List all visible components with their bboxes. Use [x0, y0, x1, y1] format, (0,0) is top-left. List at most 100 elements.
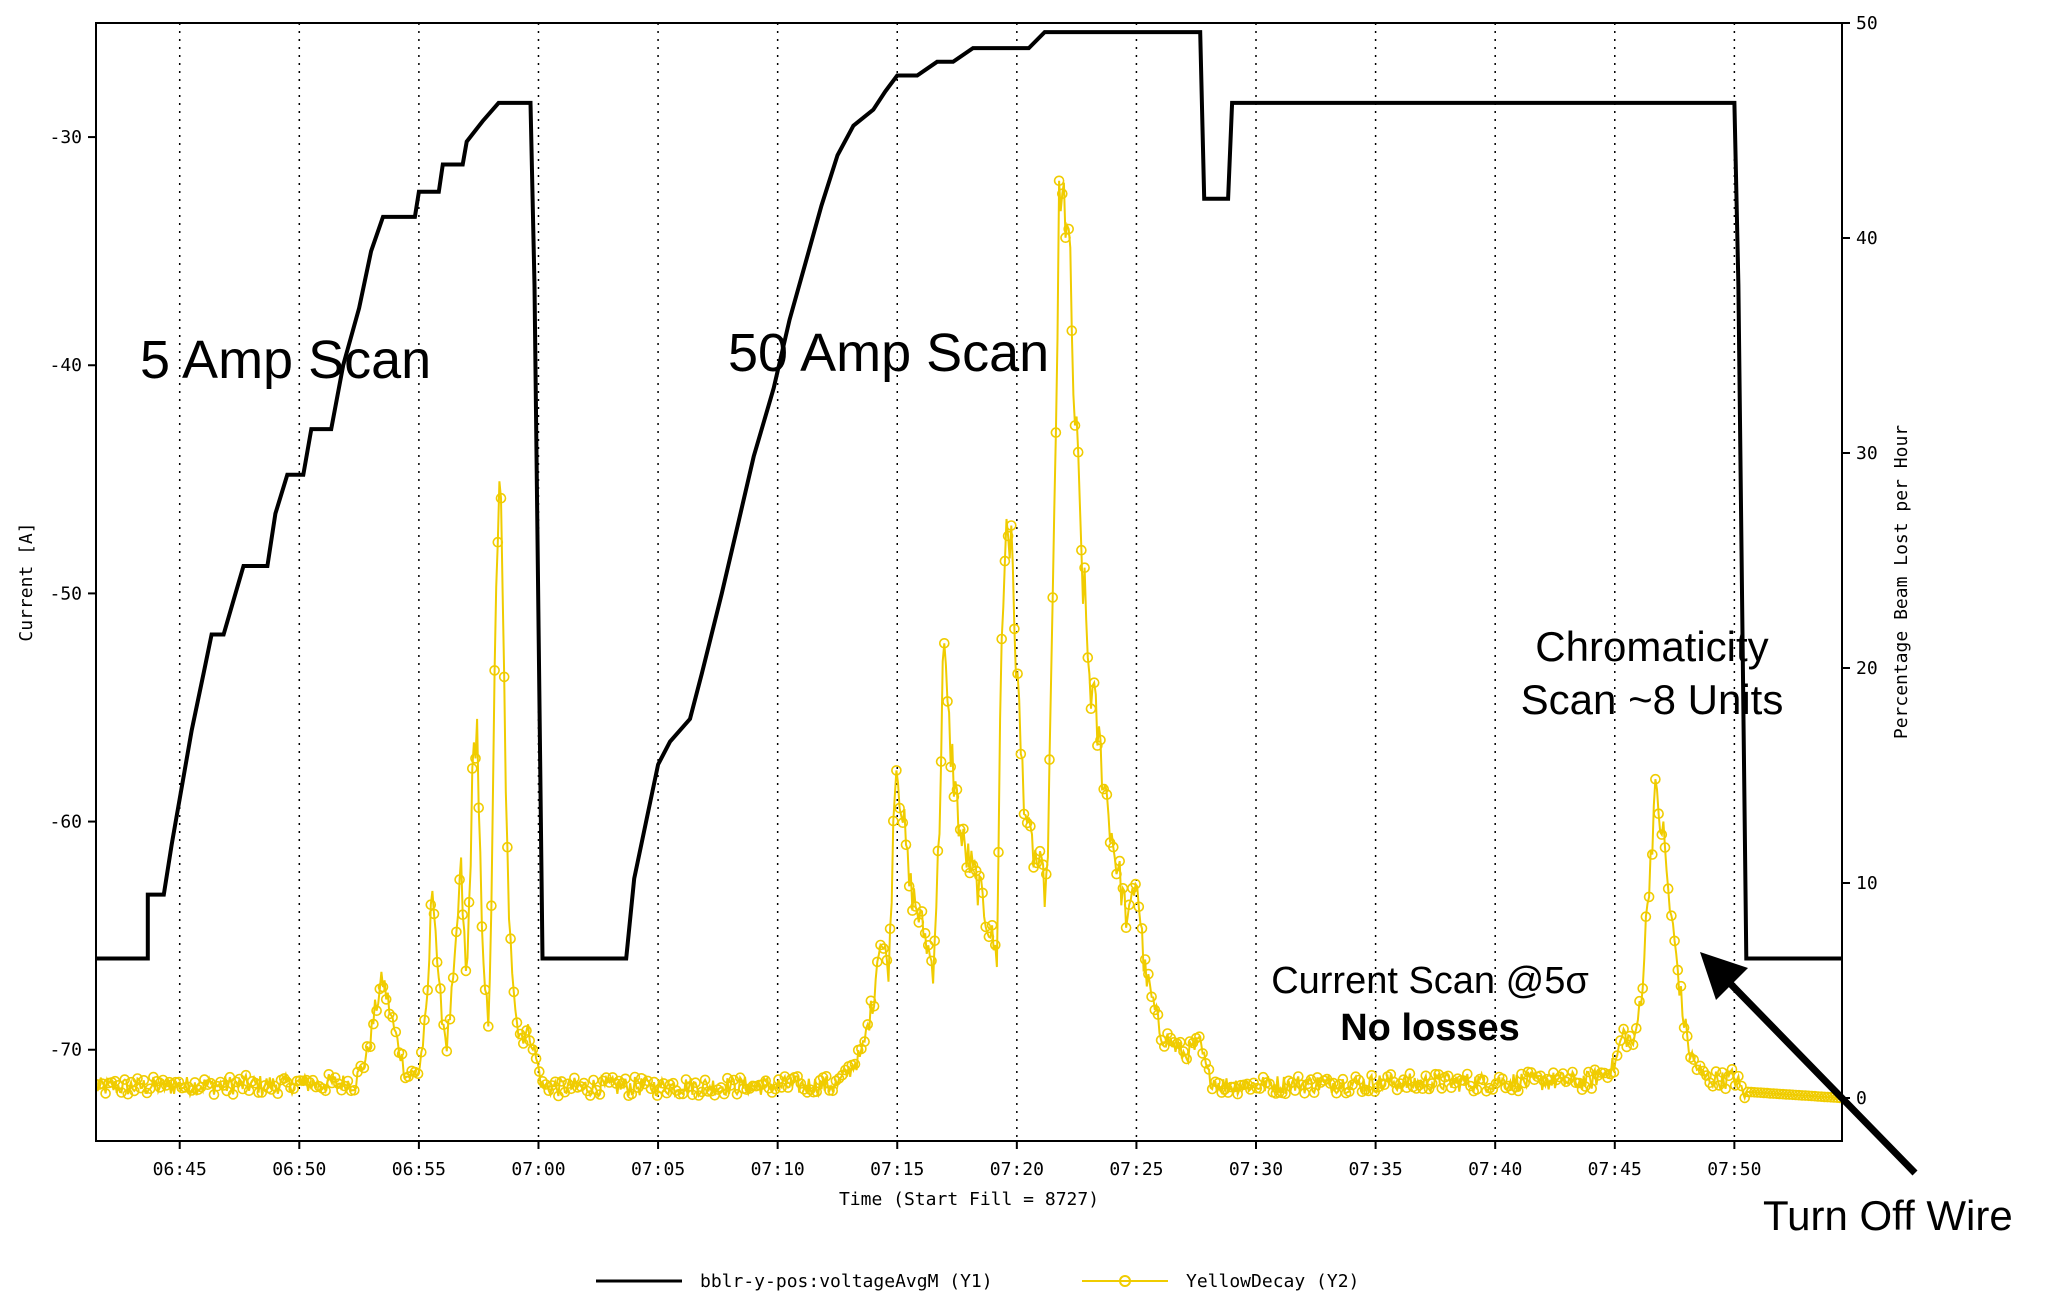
yellowdecay-point: [1133, 901, 1145, 913]
yellowdecay-point: [1433, 1069, 1444, 1080]
yellowdecay-point: [1232, 1088, 1243, 1100]
yellowdecay-point: [1018, 808, 1030, 820]
yellowdecay-point: [690, 1077, 701, 1088]
yellowdecay-point: [333, 1078, 344, 1089]
yellowdecay-point: [1621, 1041, 1632, 1053]
yellowdecay-point: [1085, 703, 1097, 715]
yellowdecay-point: [1053, 175, 1065, 187]
yellowdecay-point: [594, 1089, 606, 1100]
yellowdecay-point: [1072, 446, 1084, 458]
yellowdecay-point: [435, 983, 446, 994]
y2-tick-label-3: 30: [1856, 443, 1878, 464]
yellowdecay-point: [470, 753, 481, 764]
yellowdecay-point: [569, 1072, 580, 1084]
x-tick-label-7: 07:20: [990, 1159, 1044, 1180]
yellowdecay-point: [1146, 991, 1157, 1003]
yellowdecay-point: [253, 1087, 264, 1098]
yellowdecay-point: [1589, 1064, 1601, 1076]
yellowdecay-point: [1226, 1081, 1237, 1093]
series-voltage-path: [96, 30, 1842, 961]
yellowdecay-point: [157, 1074, 169, 1086]
x-tick-label-8: 07:25: [1109, 1159, 1163, 1180]
yellowdecay-point: [865, 995, 877, 1007]
yellowdecay-point: [884, 923, 896, 935]
yellowdecay-point: [725, 1080, 736, 1091]
yellowdecay-point: [916, 906, 928, 917]
yellowdecay-point: [597, 1075, 609, 1087]
yellowdecay-point: [537, 1076, 548, 1087]
yellowdecay-point: [1618, 1023, 1629, 1035]
y2-tick-label-1: 10: [1856, 873, 1878, 894]
yellowdecay-point: [486, 900, 497, 912]
yellowdecay-point: [1021, 817, 1033, 829]
yellowdecay-point: [993, 846, 1004, 858]
yellowdecay-point: [521, 1025, 532, 1036]
yellowdecay-point: [1312, 1072, 1323, 1083]
yellowdecay-point: [744, 1083, 756, 1094]
yellowdecay-point: [878, 943, 890, 954]
yellowdecay-point: [674, 1088, 685, 1100]
arrow-head: [1700, 952, 1748, 1000]
legend-label-yellowdecay: YellowDecay (Y2): [1186, 1271, 1359, 1292]
yellowdecay-point: [1682, 1030, 1693, 1042]
yellowdecay-point: [508, 986, 520, 998]
yellowdecay-point: [830, 1075, 842, 1087]
yellowdecay-point: [1567, 1066, 1578, 1078]
yellowdecay-point: [237, 1083, 248, 1095]
yellowdecay-point: [1420, 1070, 1432, 1082]
yellowdecay-point: [132, 1073, 143, 1084]
x-tick-label-6: 07:15: [870, 1159, 924, 1180]
y2-tick-label-5: 50: [1856, 13, 1878, 34]
yellowdecay-point: [967, 859, 979, 871]
yellowdecay-point: [849, 1058, 861, 1070]
yellowdecay-point: [1079, 562, 1090, 574]
yellowdecay-point: [1519, 1077, 1530, 1089]
x-tick-label-13: 07:50: [1707, 1159, 1761, 1180]
yellowdecay-point: [1442, 1070, 1454, 1082]
yellowdecay-point: [804, 1084, 816, 1095]
yellowdecay-point: [929, 935, 941, 947]
yellowdecay-point: [129, 1085, 140, 1097]
yellowdecay-point: [1344, 1086, 1355, 1097]
yellowdecay-point: [1194, 1031, 1205, 1042]
annotations: 5 Amp Scan 50 Amp Scan Chromaticity Scan…: [140, 323, 2013, 1239]
yellowdecay-point: [422, 984, 434, 996]
annotation-no-losses: No losses: [1340, 1007, 1520, 1049]
yellowdecay-point: [511, 1017, 523, 1028]
yellowdecay-point: [871, 956, 883, 968]
yellowdecay-point: [1513, 1085, 1524, 1097]
yellowdecay-point: [1458, 1075, 1470, 1086]
yellowdecay-point: [1650, 773, 1661, 785]
yellowdecay-point: [463, 896, 475, 908]
yellowdecay-point: [731, 1089, 743, 1100]
yellowdecay-point: [1497, 1073, 1508, 1084]
y2-tick-label-4: 40: [1856, 228, 1878, 249]
yellowdecay-point: [151, 1076, 162, 1087]
yellowdecay-point: [1426, 1078, 1438, 1089]
yellowdecay-point: [1372, 1081, 1384, 1093]
yellowdecay-point: [798, 1084, 810, 1095]
yellowdecay-point: [1615, 1035, 1626, 1046]
yellowdecay-point: [1139, 954, 1151, 965]
x-tick-label-11: 07:40: [1468, 1159, 1522, 1180]
yellowdecay-point: [728, 1074, 740, 1086]
yellowdecay-point: [556, 1076, 567, 1087]
yellowdecay-point: [160, 1080, 172, 1091]
yellowdecay-point: [1586, 1083, 1597, 1094]
yellowdecay-point: [1736, 1080, 1747, 1092]
series-voltage-line: [96, 30, 1842, 961]
yellowdecay-point: [192, 1084, 204, 1095]
yellowdecay-point: [543, 1085, 555, 1096]
annotation-chromaticity-units: Scan ~8 Units: [1521, 676, 1784, 723]
yellowdecay-point: [1647, 849, 1658, 860]
yellowdecay-point: [415, 1047, 427, 1058]
yellowdecay-point: [1241, 1078, 1253, 1090]
yellowdecay-point: [811, 1086, 823, 1097]
yellowdecay-point: [1707, 1081, 1719, 1092]
yellowdecay-point: [1733, 1070, 1744, 1082]
yellowdecay-point: [958, 823, 969, 835]
yellowdecay-point: [1012, 668, 1023, 680]
yellowdecay-point: [1222, 1087, 1234, 1098]
yellowdecay-point: [1130, 878, 1141, 890]
yellowdecay-point: [1066, 325, 1078, 337]
